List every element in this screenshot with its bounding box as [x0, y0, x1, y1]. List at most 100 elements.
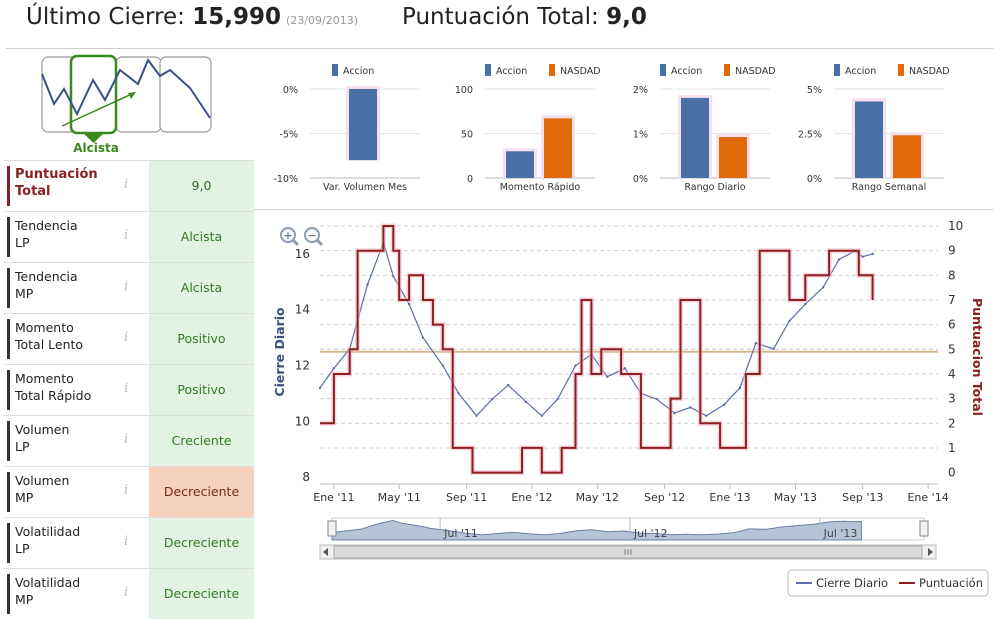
data-point-cierre [689, 406, 692, 409]
info-icon[interactable]: i [124, 330, 129, 345]
total-score-label: Puntuación Total: [402, 4, 607, 30]
header-divider [6, 48, 994, 49]
metric-name-line2: MP [15, 490, 34, 505]
svg-text:+: + [283, 229, 292, 242]
data-point-cierre [421, 336, 425, 339]
data-point-cierre [871, 252, 874, 256]
metric-name-line2: MP [15, 286, 34, 301]
metric-name: Momento Total Lento [7, 319, 117, 359]
y-tick-label: 0 [467, 174, 473, 185]
info-icon[interactable]: i [124, 585, 129, 600]
zoom-out-icon[interactable]: − [304, 227, 324, 247]
info-icon[interactable]: i [124, 228, 129, 243]
legend-label: NASDAD [909, 66, 950, 77]
data-point-cierre [318, 386, 322, 390]
info-icon[interactable]: i [124, 483, 129, 498]
legend-swatch [332, 64, 338, 76]
x-axis-label: Rango Semanal [852, 182, 927, 193]
header: Último Cierre: 15,990 (23/09/2013) Puntua… [0, 0, 994, 48]
last-close-label: Último Cierre: [26, 4, 193, 30]
bar-nasdad [893, 135, 921, 178]
data-point-cierre [332, 367, 336, 370]
data-point-cierre [457, 392, 460, 395]
scroll-right-icon[interactable] [928, 548, 933, 556]
metric-row: Volatilidad MP i Decreciente [4, 568, 254, 619]
last-close: Último Cierre: 15,990 (23/09/2013) [26, 4, 358, 30]
bar-chart-2: Accion NASDAD 100 50 0 Momento Rápido [455, 64, 601, 193]
navigator-handle-left[interactable] [327, 520, 337, 537]
metric-name-line2: Total Rápido [15, 388, 92, 403]
y2-tick-label: 10 [948, 219, 963, 233]
data-point-cierre [837, 258, 841, 261]
navigator-area [331, 519, 862, 541]
data-point-cierre [788, 319, 791, 323]
metric-name-line1: Tendencia [15, 269, 78, 284]
data-point-cierre [772, 347, 775, 351]
info-icon[interactable]: i [124, 279, 129, 294]
y2-tick-label: 1 [948, 441, 956, 455]
y2-tick-label: 3 [948, 392, 956, 406]
x-tick-label: Ene '14 [907, 491, 948, 504]
y-tick-label: 50 [461, 130, 473, 141]
y2-axis-title: Puntuacion Total [970, 298, 985, 416]
data-point-cierre [574, 364, 577, 367]
y2-tick-label: 8 [948, 268, 956, 282]
metric-value: Positivo [149, 365, 254, 415]
legend-box [787, 569, 989, 597]
metric-name: Volatilidad LP [7, 523, 117, 563]
data-point-cierre [705, 414, 708, 418]
x-tick-label: Ene '11 [313, 491, 354, 504]
y2-tick-label: 0 [948, 466, 956, 480]
data-point-cierre [506, 383, 510, 387]
info-icon[interactable]: i [124, 177, 129, 192]
y2-tick-label: 6 [948, 318, 956, 332]
data-point-cierre [861, 255, 864, 258]
navigator-handle-right[interactable] [919, 520, 929, 537]
y-tick-label: -5% [280, 130, 299, 141]
legend-swatch [834, 64, 840, 76]
metric-value: 9,0 [149, 161, 254, 211]
legend-label: Cierre Diario [816, 576, 888, 590]
y-tick-label: 16 [295, 247, 310, 261]
data-point-cierre [804, 302, 807, 306]
metric-value: Positivo [149, 314, 254, 364]
metric-name: Volumen LP [7, 421, 117, 461]
metric-row: Momento Total Lento i Positivo [4, 313, 254, 364]
legend-swatch [660, 64, 666, 76]
bar-chart-1: Accion 0% -5% -10% Var. Volumen Mes [273, 64, 420, 193]
data-point-cierre [366, 283, 369, 286]
scroll-left-icon[interactable] [323, 548, 328, 556]
y-tick-label: 10 [295, 414, 310, 428]
metric-row: Tendencia MP i Alcista [4, 262, 254, 313]
y-tick-label: 8 [302, 470, 310, 484]
series-line-puntuacion [320, 225, 874, 474]
data-point-cierre [754, 342, 757, 345]
legend-swatch [724, 64, 730, 76]
data-point-cierre [475, 414, 478, 418]
x-tick-label: Sep '13 [842, 491, 883, 504]
y2-tick-label: 2 [948, 416, 956, 430]
metric-value: Creciente [149, 416, 254, 466]
legend-label: NASDAD [735, 66, 776, 77]
legend-swatch [485, 64, 491, 76]
zoom-in-icon[interactable]: + [280, 227, 300, 247]
info-icon[interactable]: i [124, 432, 129, 447]
info-icon[interactable]: i [124, 534, 129, 549]
summary-bar-charts: Accion 0% -5% -10% Var. Volumen Mes Accion NAS… [273, 64, 950, 193]
metric-row: Tendencia LP i Alcista [4, 211, 254, 262]
metric-value: Decreciente [149, 569, 254, 619]
legend-label: Accion [845, 66, 876, 77]
data-point-cierre [556, 397, 559, 401]
legend-label: Accion [671, 66, 702, 77]
x-axis-label: Rango Diario [684, 182, 745, 193]
legend-label: NASDAD [560, 66, 601, 77]
data-point-cierre [655, 397, 658, 401]
info-icon[interactable]: i [124, 381, 129, 396]
bar-accion [855, 101, 883, 178]
metric-row: Volumen LP i Creciente [4, 415, 254, 466]
data-point-cierre [722, 403, 726, 406]
metric-name-line2: LP [15, 235, 30, 250]
metric-value: Alcista [149, 212, 254, 262]
metric-name: Momento Total Rápido [7, 370, 117, 410]
metric-row: Momento Total Rápido i Positivo [4, 364, 254, 415]
